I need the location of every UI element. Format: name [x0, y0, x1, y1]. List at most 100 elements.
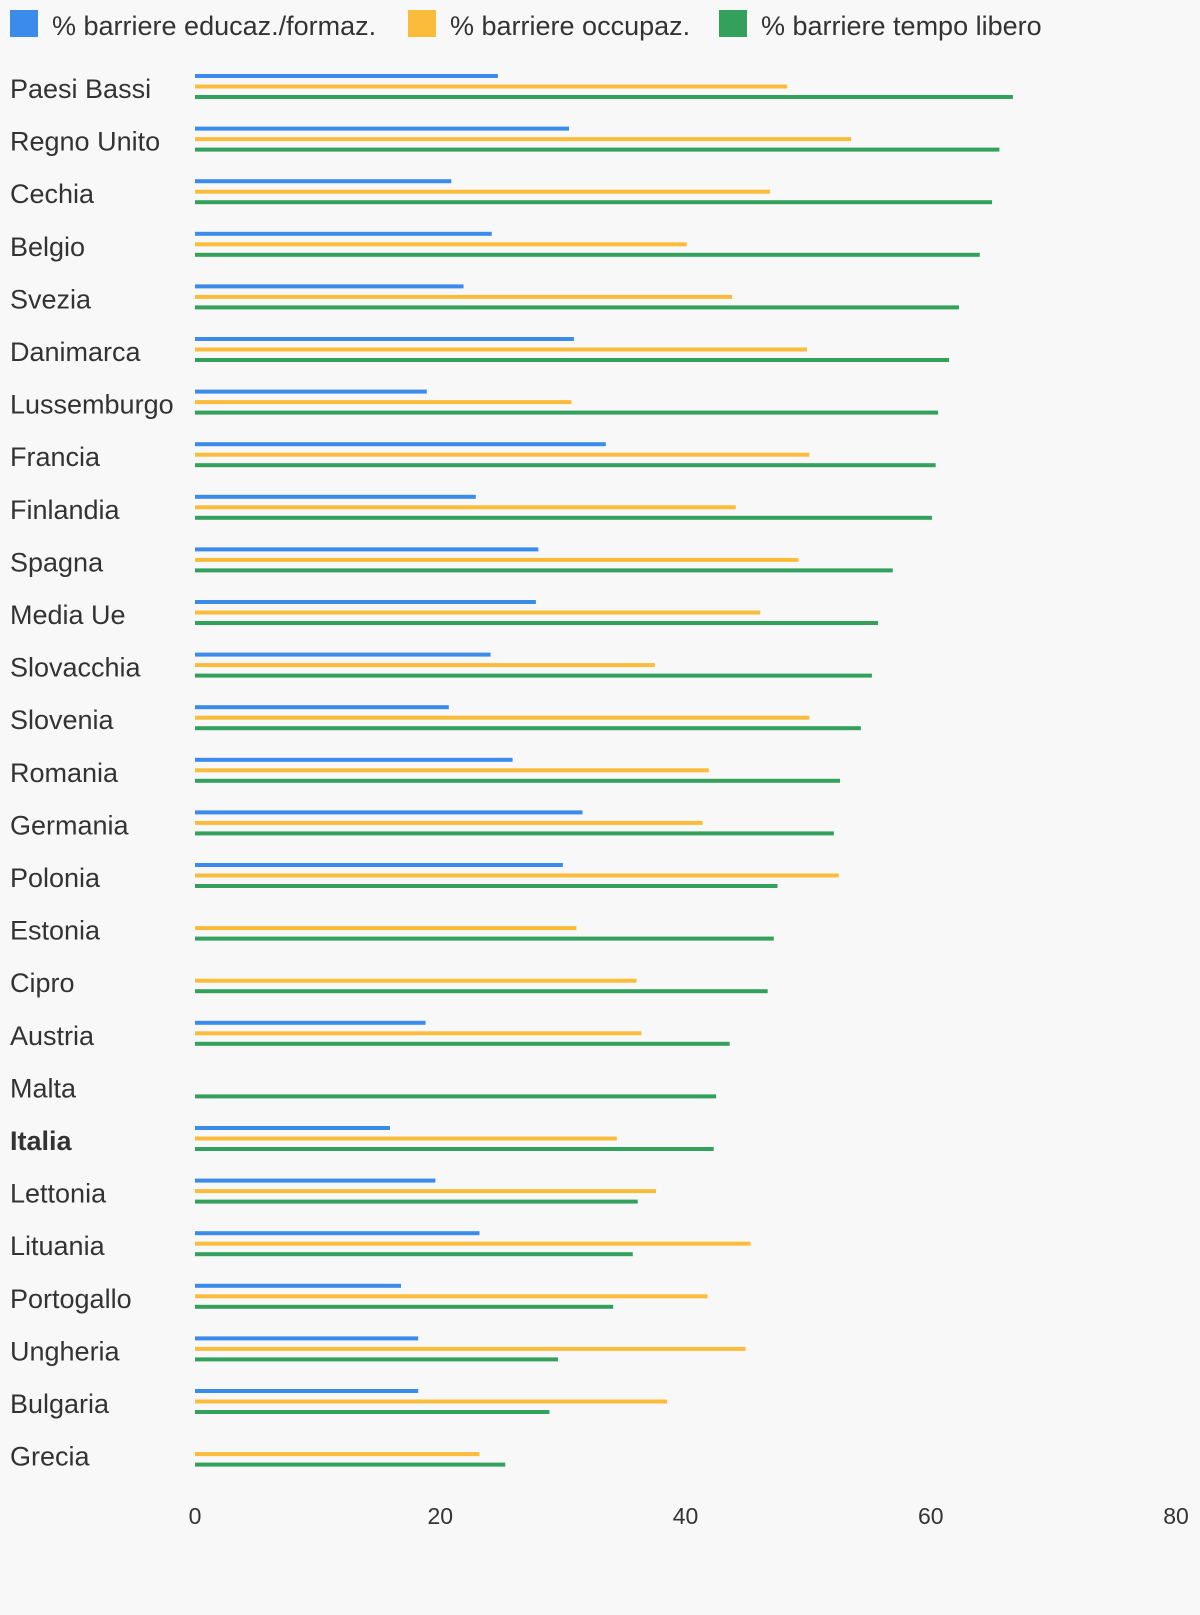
bar [195, 1231, 480, 1236]
bar [195, 95, 1013, 99]
bar [195, 1189, 657, 1194]
bar [195, 600, 536, 604]
category-label: Austria [10, 1021, 95, 1051]
bar [195, 778, 841, 783]
bar [195, 284, 464, 289]
category-label: Paesi Bassi [10, 74, 151, 104]
bar [195, 1410, 550, 1414]
category-label: Finlandia [10, 495, 121, 525]
category-label: Spagna [10, 547, 104, 577]
category-label: Ungheria [10, 1336, 121, 1366]
legend-label: % barriere occupaz. [450, 11, 690, 41]
bar [195, 74, 498, 78]
bar [195, 978, 637, 983]
category-label: Portogallo [10, 1284, 132, 1314]
bar [195, 252, 980, 257]
legend-swatch [408, 10, 436, 37]
bar [195, 1199, 638, 1204]
bar [195, 1304, 614, 1309]
category-label: Grecia [10, 1442, 91, 1472]
bar [195, 1136, 617, 1141]
bar [195, 337, 574, 341]
bar [195, 358, 950, 362]
bar [195, 1031, 642, 1036]
category-label: Estonia [10, 916, 101, 946]
bar [195, 884, 778, 888]
bar [195, 863, 563, 867]
bar [195, 926, 577, 931]
bar [195, 410, 939, 415]
legend-label: % barriere tempo libero [761, 11, 1042, 41]
legend: % barriere educaz./formaz. % barriere occ… [10, 10, 1042, 41]
category-label: Regno Unito [10, 127, 160, 157]
x-tick-label: 60 [918, 1503, 944, 1529]
bar [195, 1462, 506, 1467]
legend-swatch [10, 10, 38, 37]
bar [195, 831, 834, 836]
bar [195, 768, 709, 773]
bar [195, 442, 606, 447]
category-label: Polonia [10, 863, 101, 893]
category-label: Cipro [10, 968, 75, 998]
bar [195, 1336, 419, 1341]
bar [195, 989, 768, 994]
category-label: Slovacchia [10, 653, 142, 683]
bar [195, 673, 872, 678]
bar [195, 389, 427, 394]
bar [195, 1389, 419, 1393]
bar [195, 726, 861, 731]
bar [195, 705, 449, 710]
bar [195, 652, 491, 657]
category-label: Belgio [10, 232, 85, 262]
bar [195, 1147, 714, 1151]
category-label: Cechia [10, 179, 95, 209]
bar [195, 1094, 717, 1099]
legend-swatch [719, 10, 747, 37]
bar [195, 84, 788, 89]
bar [195, 242, 687, 247]
bar [195, 715, 810, 720]
bar [195, 347, 807, 352]
bar [195, 1357, 558, 1362]
bar [195, 820, 703, 825]
x-tick-label: 40 [673, 1503, 699, 1529]
x-axis: 0 20 40 60 80 [189, 1503, 1189, 1529]
category-label: Lituania [10, 1231, 106, 1261]
bar [195, 294, 733, 299]
x-tick-label: 20 [427, 1503, 453, 1529]
bar [195, 757, 513, 762]
bar [195, 621, 879, 625]
bar [195, 568, 893, 573]
bar [195, 400, 572, 405]
bar [195, 189, 771, 194]
bar [195, 515, 932, 520]
bar [195, 1241, 751, 1246]
bar [195, 557, 799, 562]
x-tick-label: 0 [189, 1503, 202, 1529]
bar [195, 305, 959, 310]
bar [195, 452, 810, 457]
bar [195, 873, 839, 878]
category-label: Romania [10, 758, 119, 788]
category-label: Italia [10, 1126, 73, 1156]
bar [195, 1126, 390, 1130]
bar [195, 547, 539, 552]
bar [195, 810, 583, 815]
bar [195, 1452, 480, 1457]
bar [195, 1178, 436, 1183]
bar [195, 505, 736, 510]
bar [195, 1041, 730, 1046]
bar [195, 1020, 426, 1025]
x-tick-label: 80 [1163, 1503, 1189, 1529]
category-labels: Paesi Bassi Regno Unito Cechia Belgio Svezia… [10, 74, 174, 1472]
bar [195, 663, 655, 668]
category-label: Lettonia [10, 1179, 107, 1209]
bar [195, 463, 936, 468]
bar [195, 1252, 633, 1257]
bar [195, 936, 774, 941]
category-label: Francia [10, 442, 101, 472]
bar [195, 126, 570, 131]
category-label: Svezia [10, 284, 92, 314]
